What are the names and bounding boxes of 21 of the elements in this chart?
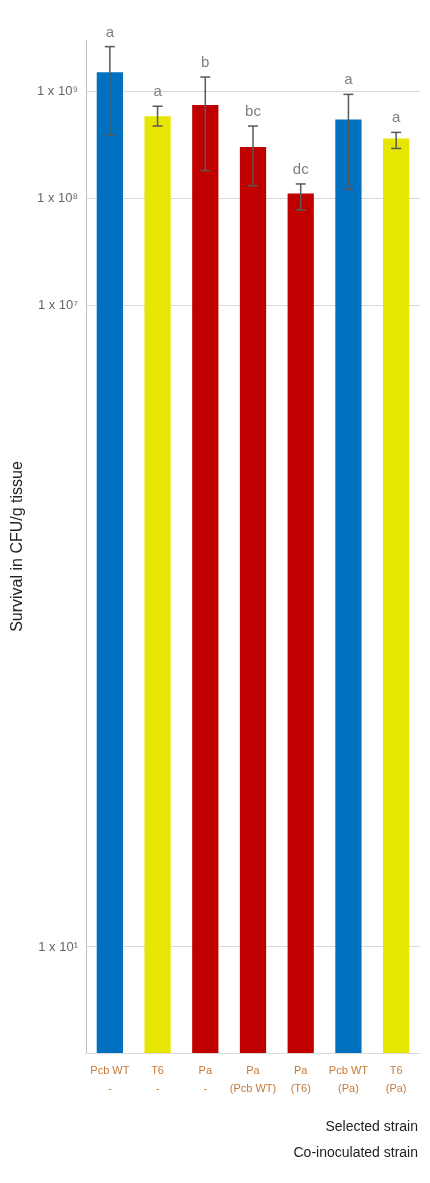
data-label: a — [153, 82, 163, 100]
y-tick-label: 1 x 10⁷ — [37, 297, 79, 313]
data-label: bc — [245, 102, 262, 120]
text: Selected strain — [325, 1118, 418, 1134]
y-tick-label: 1 x 10⁸ — [37, 190, 78, 206]
x-tick-label: T6 (Pa) — [385, 1064, 407, 1094]
data-label: a — [391, 108, 401, 126]
x-tick-label: Pa - — [198, 1064, 213, 1094]
y-tick-label: 1 x 10¹ — [38, 938, 79, 954]
data-label: dc — [292, 159, 310, 177]
x-tick-label: Pa (T6) — [290, 1064, 311, 1094]
data-label: a — [344, 70, 354, 88]
data-label: a — [105, 22, 115, 40]
x-tick-label: Pcb WT - — [90, 1064, 130, 1094]
y-tick-label: 1 x 10⁹ — [37, 83, 78, 99]
y-axis-title: Survival in CFU/g tissue — [7, 461, 25, 632]
x-tick-label: Pcb WT (Pa) — [328, 1064, 369, 1094]
data-label: b — [201, 53, 210, 71]
text: Co-inoculated strain — [293, 1144, 419, 1160]
x-tick-label: T6 - — [151, 1064, 164, 1094]
x-tick-label: Pa (Pcb WT) — [229, 1064, 277, 1094]
